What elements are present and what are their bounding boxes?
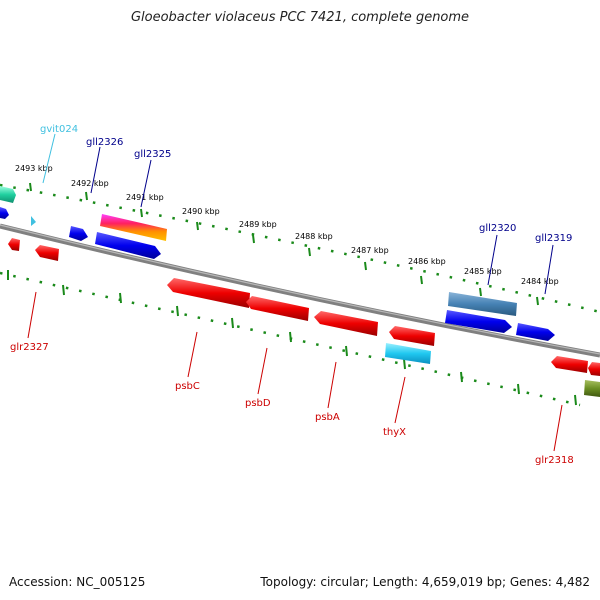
gene-glr2318[interactable] <box>584 380 600 397</box>
lower-major-ticks <box>7 270 577 406</box>
tick-label: 2490 kbp <box>182 207 220 216</box>
gene-thyX[interactable] <box>385 343 431 364</box>
gene-gll2320-b[interactable] <box>445 310 512 333</box>
gene-gll2325[interactable] <box>95 232 161 259</box>
lower-scale-line <box>0 271 581 407</box>
gene-label: thyX <box>383 427 406 438</box>
gene-psbD[interactable] <box>246 296 309 321</box>
gene-label: gvit024 <box>40 124 78 135</box>
gene-red-right[interactable] <box>551 356 588 373</box>
gene-label: gll2320 <box>479 223 516 234</box>
upper-major-ticks <box>29 182 539 306</box>
gene-red-small-2[interactable] <box>35 245 59 261</box>
genome-backbone <box>0 223 600 358</box>
tick-label: 2488 kbp <box>295 232 333 241</box>
tick-label: 2493 kbp <box>15 164 53 173</box>
topology-summary: Topology: circular; Length: 4,659,019 bp… <box>260 575 590 589</box>
forward-genes <box>0 186 555 341</box>
gene-gvit024[interactable] <box>31 216 36 226</box>
reverse-leaders <box>27 291 563 452</box>
accession-text: Accession: NC_005125 <box>9 575 146 589</box>
gene-gll2319[interactable] <box>516 323 555 341</box>
gene-partial-teal[interactable] <box>0 186 16 203</box>
gene-label: psbD <box>245 398 271 409</box>
gene-thyX-a[interactable] <box>389 326 435 346</box>
gene-gll2326[interactable] <box>100 214 167 241</box>
gvit024-leader <box>42 133 56 184</box>
tick-label: 2484 kbp <box>521 277 559 286</box>
upper-scale-line <box>0 183 600 314</box>
map-title: Gloeobacter violaceus PCC 7421, complete… <box>130 10 470 25</box>
gene-label: psbA <box>315 412 340 423</box>
gene-red-right-2[interactable] <box>588 362 600 376</box>
gene-label: psbC <box>175 381 200 392</box>
gene-gll2320[interactable] <box>448 292 517 316</box>
gene-label: glr2327 <box>10 342 49 353</box>
forward-leaders <box>90 146 554 295</box>
gene-partial-blue[interactable] <box>0 207 9 219</box>
tick-label: 2485 kbp <box>464 267 502 276</box>
gene-label: gll2319 <box>535 233 572 244</box>
tick-label: 2489 kbp <box>239 220 277 229</box>
gene-psbC[interactable] <box>167 278 250 308</box>
tick-label: 2492 kbp <box>71 179 109 188</box>
reverse-genes <box>8 238 600 397</box>
tick-label: 2491 kbp <box>126 193 164 202</box>
gene-label: glr2318 <box>535 455 574 466</box>
gene-red-small[interactable] <box>8 238 20 251</box>
gene-blue-small[interactable] <box>69 226 88 241</box>
gene-label: gll2325 <box>134 149 171 160</box>
gene-label: gll2326 <box>86 137 123 148</box>
tick-label: 2486 kbp <box>408 257 446 266</box>
gene-psbA[interactable] <box>314 311 378 336</box>
tick-label: 2487 kbp <box>351 246 389 255</box>
genome-backbone-highlight <box>0 224 600 355</box>
